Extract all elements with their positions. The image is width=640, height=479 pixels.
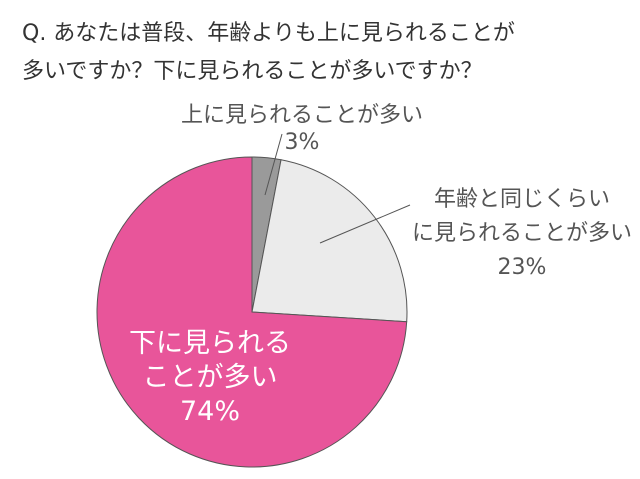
- pie-slice-2: [96, 156, 408, 468]
- slice-label-1-line-0: 年齢と同じくらい: [434, 187, 610, 212]
- leader-lines: [264, 133, 411, 244]
- slice-value-label-1: 23%: [498, 255, 547, 280]
- slice-label-2-line-0: 下に見られる: [129, 328, 291, 359]
- pie-slices: [96, 156, 408, 468]
- slice-value-label-0: 3%: [285, 130, 320, 155]
- leader-line-1: [319, 204, 411, 244]
- pie-slice-1: [251, 159, 408, 323]
- slice-label-0-line-0: 上に見られることが多い: [181, 103, 423, 128]
- chart-title-line-2: 多いですか？下に見られることが多いですか？: [22, 59, 483, 84]
- slice-label-1-line-1: に見られることが多い: [412, 221, 632, 246]
- slice-value-label-2: 74%: [180, 396, 240, 427]
- leader-line-0: [264, 133, 283, 196]
- chart-title-line-1: Q. あなたは普段、年齢よりも上に見られることが: [22, 21, 515, 46]
- slice-label-2-line-1: ことが多い: [143, 362, 278, 393]
